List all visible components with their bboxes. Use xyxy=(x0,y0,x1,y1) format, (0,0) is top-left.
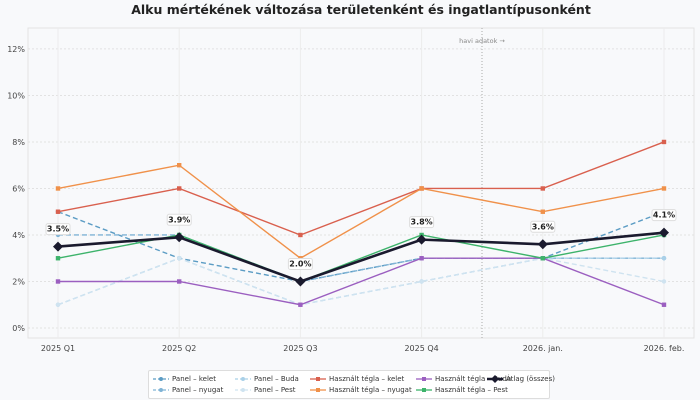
legend-label: Átlag (összes) xyxy=(506,375,555,383)
legend-swatch-icon xyxy=(310,388,326,392)
legend-label: Használt tégla – Pest xyxy=(435,386,508,394)
legend-item: Panel – Buda xyxy=(235,375,299,383)
data-point xyxy=(298,232,303,238)
data-point xyxy=(661,186,667,191)
series-line-3 xyxy=(57,257,665,306)
data-point xyxy=(55,186,61,191)
y-tick-label: 10% xyxy=(7,91,25,100)
y-tick-label: 4% xyxy=(12,231,25,240)
legend-label: Használt tégla – nyugat xyxy=(329,386,412,394)
legend-item: Használt tégla – Pest xyxy=(416,386,508,394)
legend-swatch-icon xyxy=(487,375,503,383)
data-point xyxy=(661,302,667,307)
data-point xyxy=(661,139,667,145)
data-label-box xyxy=(409,216,435,229)
data-point xyxy=(298,302,303,307)
y-tick-label: 2% xyxy=(12,277,25,286)
legend-swatch-icon xyxy=(153,388,169,392)
data-label-box xyxy=(530,220,556,233)
data-point xyxy=(416,234,427,245)
data-point xyxy=(540,256,545,261)
x-tick-label: 2025 Q4 xyxy=(404,344,438,353)
legend-swatch-icon xyxy=(235,377,251,381)
data-point xyxy=(540,209,545,214)
legend-item: Átlag (összes) xyxy=(487,375,555,383)
legend-swatch-icon xyxy=(310,377,326,381)
monthly-annotation: havi adatok → xyxy=(459,37,505,45)
legend-item: Panel – kelet xyxy=(153,375,216,383)
y-tick-label: 6% xyxy=(12,184,25,193)
data-point xyxy=(174,232,185,243)
y-tick-label: 0% xyxy=(12,324,25,333)
data-label: 3.5% xyxy=(47,225,69,234)
data-point xyxy=(661,279,667,284)
legend-swatch-icon xyxy=(153,377,169,381)
x-tick-label: 2025 Q1 xyxy=(41,344,75,353)
series-line-1 xyxy=(58,234,664,283)
legend-swatch-icon xyxy=(416,388,432,392)
legend-swatch-icon xyxy=(416,377,432,381)
data-point xyxy=(55,209,61,214)
data-point xyxy=(537,239,548,250)
data-point xyxy=(295,276,306,287)
x-tick-label: 2026. feb. xyxy=(644,344,685,353)
x-tick-label: 2025 Q2 xyxy=(162,344,196,353)
y-tick-label: 8% xyxy=(12,138,25,147)
legend-label: Panel – Buda xyxy=(254,375,299,383)
data-point xyxy=(53,241,63,252)
legend-item: Használt tégla – nyugat xyxy=(310,386,412,394)
legend: Panel – kelet Panel – nyugat Panel – Buda P… xyxy=(148,370,555,399)
data-point xyxy=(177,256,182,261)
legend-item: Használt tégla – Buda xyxy=(416,375,511,383)
data-label: 3.9% xyxy=(168,215,190,224)
data-point xyxy=(55,256,61,261)
legend-label: Használt tégla – Buda xyxy=(435,375,512,383)
data-label-box xyxy=(166,213,192,226)
data-label-box xyxy=(45,223,71,236)
data-point xyxy=(419,279,424,284)
legend-item: Panel – Pest xyxy=(235,386,296,394)
data-label: 3.6% xyxy=(532,222,554,231)
series-line-6 xyxy=(58,257,665,306)
x-tick-label: 2026. jan. xyxy=(523,344,563,353)
data-point xyxy=(419,186,424,191)
data-point xyxy=(177,163,182,168)
series-line-8 xyxy=(57,231,665,283)
y-tick-label: 12% xyxy=(7,45,25,54)
series-line-4 xyxy=(57,141,665,236)
data-point xyxy=(177,186,182,191)
plot-area xyxy=(27,27,695,339)
data-point xyxy=(419,256,424,261)
data-label: 4.1% xyxy=(653,211,675,220)
data-label-box xyxy=(287,257,313,270)
legend-swatch-icon xyxy=(235,388,251,392)
legend-label: Használt tégla – kelet xyxy=(329,375,405,383)
data-point xyxy=(659,227,669,238)
legend-item: Panel – nyugat xyxy=(153,386,223,394)
data-point xyxy=(661,256,667,261)
chart-title: Alku mértékének változása területenként … xyxy=(131,2,591,17)
legend-label: Panel – kelet xyxy=(172,375,216,383)
x-tick-label: 2025 Q3 xyxy=(283,344,317,353)
data-point xyxy=(540,186,545,191)
legend-label: Panel – Pest xyxy=(254,386,296,394)
data-point xyxy=(177,279,182,284)
data-label: 2.0% xyxy=(289,259,311,268)
legend-item: Használt tégla – kelet xyxy=(310,375,404,383)
series-line-5 xyxy=(57,164,665,260)
legend-label: Panel – nyugat xyxy=(172,386,224,394)
data-label: 3.8% xyxy=(411,218,433,227)
data-point xyxy=(55,302,61,307)
data-point xyxy=(55,279,61,284)
data-label-box xyxy=(651,209,677,222)
